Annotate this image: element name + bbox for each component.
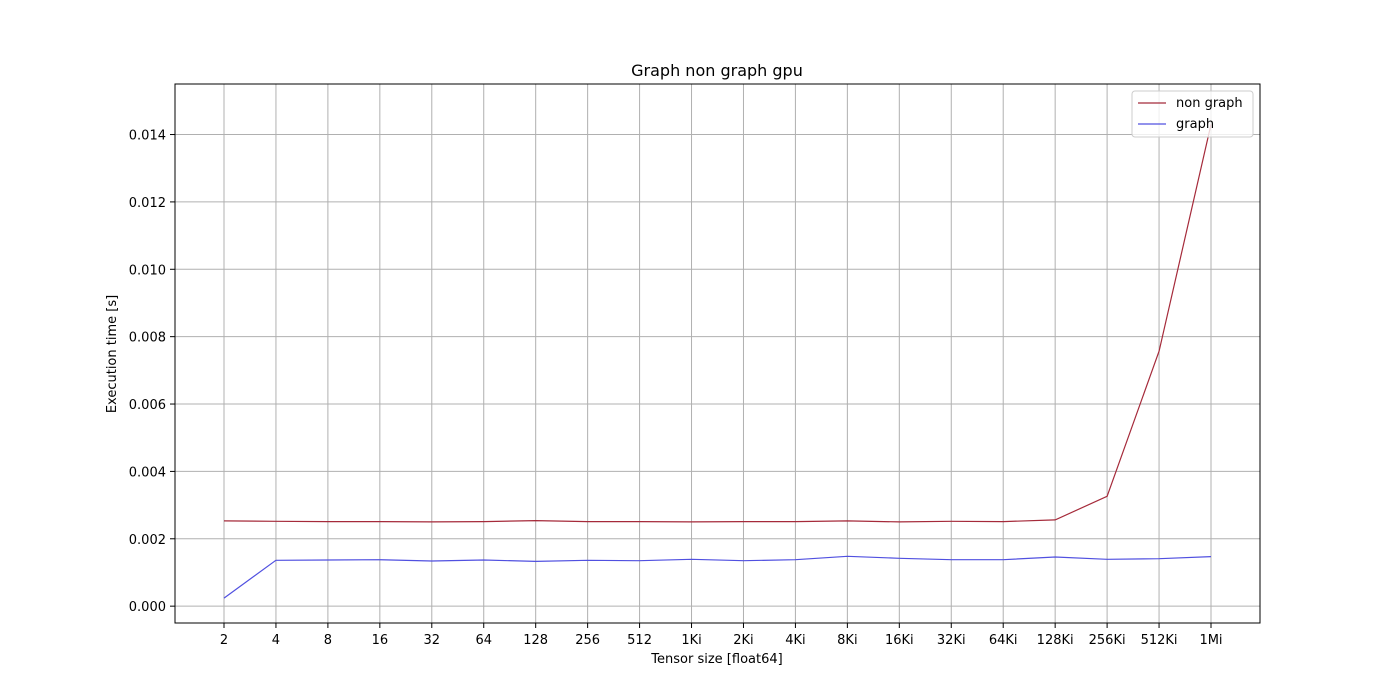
y-tick-label: 0.002 [129, 533, 166, 548]
x-tick-label: 1Ki [681, 633, 701, 648]
x-tick-label: 64 [475, 633, 492, 648]
x-tick-label: 1Mi [1199, 633, 1222, 648]
x-tick-label: 2 [220, 633, 228, 648]
series-layer [223, 124, 1212, 599]
x-tick-label: 256Ki [1089, 633, 1126, 648]
legend: non graph graph [1131, 90, 1254, 138]
x-tick-label: 512Ki [1141, 633, 1178, 648]
series-line-graph [223, 555, 1212, 599]
x-tick-label: 64Ki [989, 633, 1018, 648]
x-tick-label: 128 [523, 633, 548, 648]
y-tick-label: 0.010 [129, 263, 166, 278]
y-tick-label: 0.008 [129, 331, 166, 346]
y-tick-label: 0.006 [129, 398, 166, 413]
y-tick-label: 0.014 [129, 129, 166, 144]
grid-lines [175, 84, 1260, 623]
x-tick-label: 32Ki [937, 633, 966, 648]
series-line-non-graph [223, 124, 1212, 523]
legend-label: graph [1176, 117, 1214, 132]
chart-title: Graph non graph gpu [631, 61, 803, 80]
x-tick-label: 32 [424, 633, 441, 648]
y-tick-label: 0.004 [129, 465, 166, 480]
x-tick-label: 8Ki [837, 633, 857, 648]
x-tick-label: 16Ki [885, 633, 914, 648]
y-tick-label: 0.000 [129, 600, 166, 615]
x-tick-label: 256 [575, 633, 600, 648]
x-tick-label: 16 [372, 633, 389, 648]
x-axis-label: Tensor size [float64] [650, 652, 782, 667]
x-tick-label: 8 [324, 633, 332, 648]
x-tick-label: 512 [627, 633, 652, 648]
y-axis-label: Execution time [s] [105, 295, 120, 413]
x-tick-label: 4Ki [785, 633, 805, 648]
y-tick-label: 0.012 [129, 196, 166, 211]
plot-frame [174, 83, 1261, 624]
x-tick-label: 4 [272, 633, 280, 648]
legend-label: non graph [1176, 96, 1243, 111]
y-axis: 0.000 0.002 0.004 0.006 0.008 0.010 0.012 0.014 [129, 129, 175, 615]
x-tick-label: 2Ki [733, 633, 753, 648]
x-tick-label: 128Ki [1037, 633, 1074, 648]
x-axis: 2 4 8 16 32 64 128 256 512 1Ki 2Ki 4Ki 8Ki 16Ki 32Ki 64… [220, 623, 1223, 648]
